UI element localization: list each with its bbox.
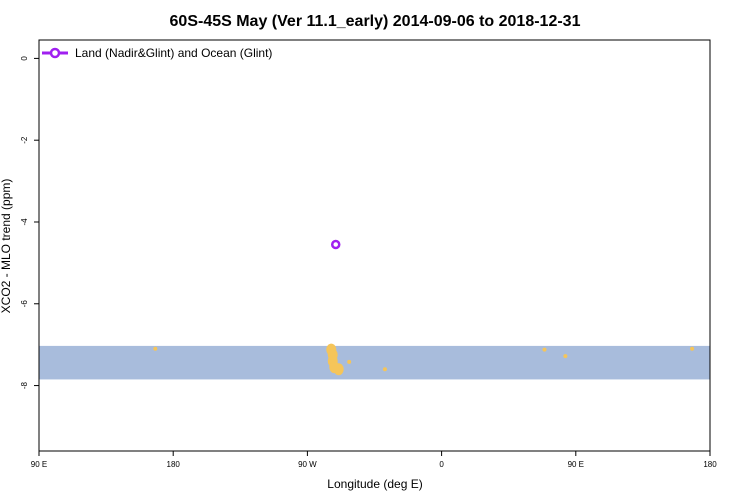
y-tick-label: 0 [20,56,29,61]
x-tick-label: 90 W [298,460,317,469]
x-tick-label: 180 [703,460,717,469]
legend: Land (Nadir&Glint) and Ocean (Glint) [42,46,272,60]
x-axis-label: Longitude (deg E) [327,477,422,491]
legend-label: Land (Nadir&Glint) and Ocean (Glint) [75,46,272,60]
data-point [330,239,341,250]
x-tick-label: 180 [167,460,181,469]
y-tick-label: -6 [20,300,29,308]
x-tick-label: 0 [439,460,444,469]
y-axis: 0 -2 -4 -6 -8 [20,56,39,389]
map-land-patch [153,346,158,351]
x-tick-label: 90 E [568,460,584,469]
map-land-patch [347,359,352,364]
y-tick-label: -2 [20,136,29,144]
map-land-patch [690,346,695,351]
map-land-patch [563,354,568,359]
y-axis-label: XCO2 - MLO trend (ppm) [0,179,13,314]
plot-area [39,239,710,380]
plot-frame [38,39,711,452]
y-tick-label: -4 [20,218,29,226]
legend-marker [49,47,61,59]
x-tick-label: 90 E [31,460,47,469]
map-land-patch [333,363,344,376]
y-tick-label: -8 [20,381,29,389]
map-land-patch [382,367,387,372]
x-axis: 90 E 180 90 W 0 90 E 180 [31,451,717,469]
map-land-patch [542,347,547,352]
map-ocean-band [39,345,710,380]
chart-title: 60S-45S May (Ver 11.1_early) 2014-09-06 … [170,13,581,30]
